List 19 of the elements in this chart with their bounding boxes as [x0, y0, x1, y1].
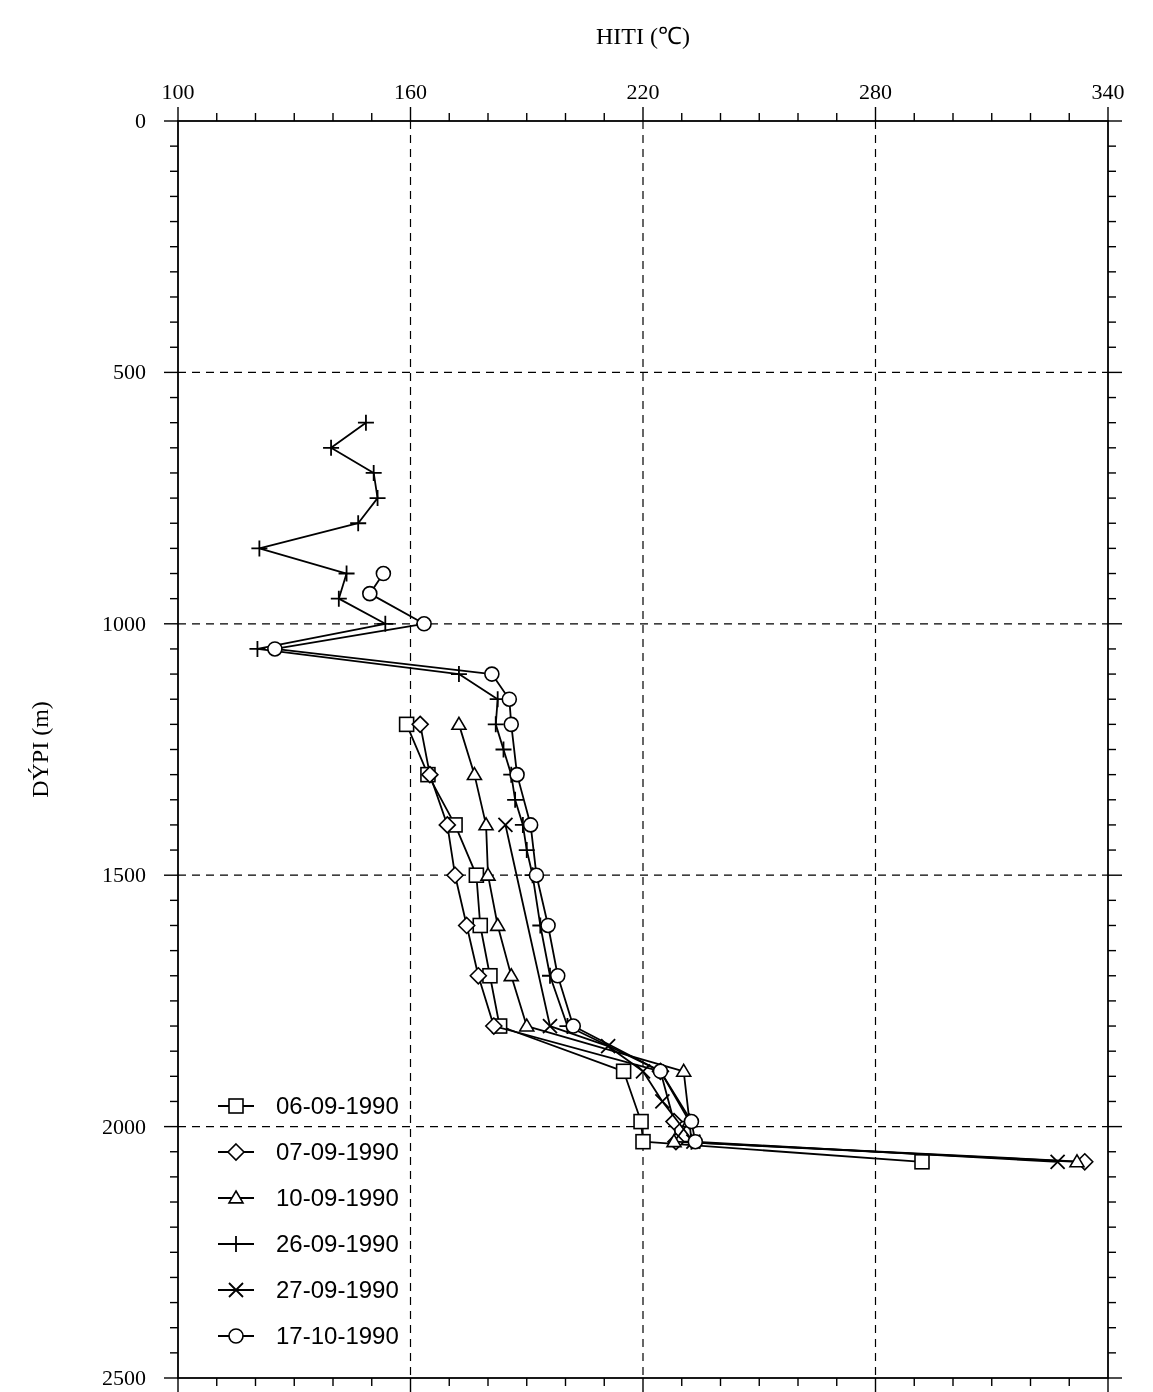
x-tick-label: 280 [859, 79, 892, 104]
y-tick-label: 2000 [102, 1113, 146, 1139]
y-tick-label: 2500 [102, 1365, 146, 1390]
x-axis-title: HITI (℃) [596, 23, 690, 49]
legend-label: 07-09-1990 [276, 1138, 399, 1165]
legend-label: 06-09-1990 [276, 1092, 399, 1119]
y-tick-label: 1500 [102, 862, 146, 888]
y-tick-label: 0 [135, 108, 146, 133]
y-tick-label: 1000 [102, 610, 146, 636]
x-tick-label: 340 [1091, 79, 1125, 104]
x-tick-label: 160 [394, 79, 427, 104]
legend-label: 27-09-1990 [276, 1276, 399, 1303]
x-tick-label: 100 [161, 79, 195, 104]
legend-label: 17-10-1990 [276, 1322, 399, 1349]
y-axis-title: DÝPI (m) [27, 701, 53, 798]
legend-label: 10-09-1990 [276, 1184, 399, 1211]
legend-label: 26-09-1990 [276, 1230, 399, 1257]
x-tick-label: 220 [626, 79, 660, 104]
y-tick-label: 500 [113, 359, 146, 385]
